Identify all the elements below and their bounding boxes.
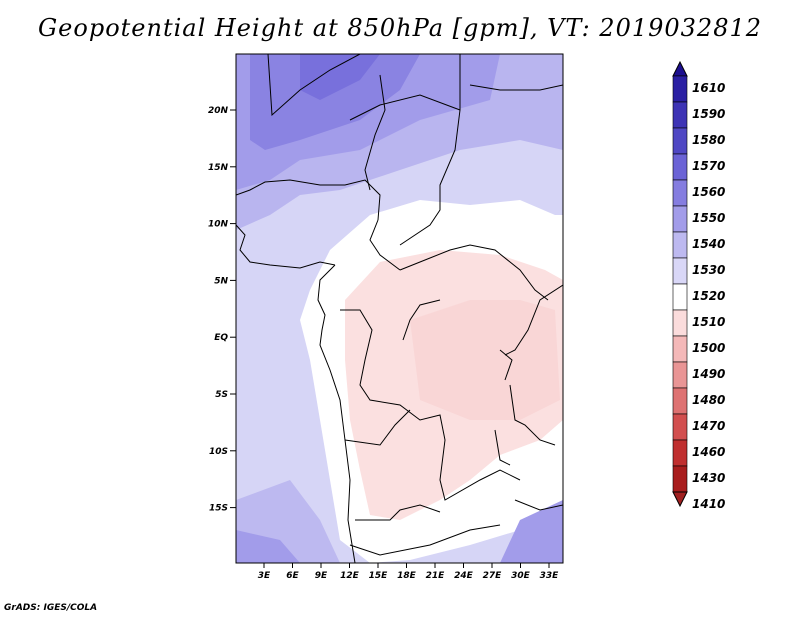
colorbar-swatch [672, 205, 688, 233]
colorbar-swatch [672, 75, 688, 103]
colorbar-level-label: 1530 [692, 263, 725, 277]
country-borders [236, 54, 563, 563]
map-field [236, 54, 563, 563]
lat-label: 5N [214, 276, 228, 286]
colorbar-swatch [672, 257, 688, 285]
colorbar-level-label: 1480 [692, 393, 725, 407]
lon-label: 15E [369, 571, 389, 581]
colorbar: 1610 1590 1580 1570 1560 1550 1540 1530 1520 1510… [672, 60, 725, 511]
colorbar-level-label: 1500 [692, 341, 725, 355]
colorbar-level-label: 1520 [692, 289, 725, 303]
lat-label: 15S [209, 504, 228, 514]
colorbar-level-label: 1510 [692, 315, 725, 329]
colorbar-level-label: 1560 [692, 185, 725, 199]
lon-label: 6E [286, 571, 299, 581]
lon-label: 30E [511, 571, 531, 581]
colorbar-top-triangle [672, 60, 688, 77]
map-title: Geopotential Height at 850hPa [gpm], VT:… [38, 14, 762, 42]
lon-label: 33E [540, 571, 560, 581]
colorbar-swatch [672, 439, 688, 467]
lon-label: 12E [340, 571, 360, 581]
lat-label: 10S [209, 447, 228, 457]
colorbar-level-label: 1570 [692, 159, 725, 173]
lon-label: 3E [258, 571, 271, 581]
colorbar-level-label: 1490 [692, 367, 725, 381]
colorbar-level-label: 1550 [692, 211, 725, 225]
longitude-axis: 3E 6E 9E 12E 15E 18E 21E 24E 27E 30E 33E [258, 563, 559, 581]
colorbar-level-label: 1610 [692, 81, 725, 95]
colorbar-level-label: 1470 [692, 419, 725, 433]
colorbar-bottom-triangle [672, 491, 688, 508]
lon-label: 27E [483, 571, 503, 581]
colorbar-swatch [672, 179, 688, 207]
lon-label: 21E [426, 571, 446, 581]
colorbar-swatch [672, 283, 688, 311]
credit-text: GrADS: IGES/COLA [4, 603, 98, 613]
lat-label: 20N [208, 106, 229, 116]
colorbar-level-label: 1460 [692, 445, 725, 459]
colorbar-level-label: 1580 [692, 133, 725, 147]
colorbar-swatch [672, 361, 688, 389]
lon-label: 24E [454, 571, 474, 581]
colorbar-level-label: 1430 [692, 471, 725, 485]
lon-label: 18E [397, 571, 417, 581]
colorbar-swatch [672, 413, 688, 441]
lat-label: 10N [208, 220, 229, 230]
colorbar-swatch [672, 335, 688, 363]
colorbar-swatch [672, 101, 688, 129]
lat-label: 15N [208, 163, 229, 173]
colorbar-swatch [672, 153, 688, 181]
lat-label: 5S [215, 390, 228, 400]
colorbar-swatch [672, 309, 688, 337]
colorbar-swatch [672, 465, 688, 493]
colorbar-level-label: 1540 [692, 237, 725, 251]
lon-label: 9E [315, 571, 328, 581]
colorbar-swatch [672, 231, 688, 259]
colorbar-swatch [672, 127, 688, 155]
colorbar-swatch [672, 387, 688, 415]
colorbar-level-label: 1590 [692, 107, 725, 121]
latitude-axis: 20N 15N 10N 5N EQ 5S 10S 15S [208, 106, 236, 514]
colorbar-level-label: 1410 [692, 497, 725, 511]
lat-label: EQ [214, 333, 228, 343]
map-frame [235, 53, 564, 564]
